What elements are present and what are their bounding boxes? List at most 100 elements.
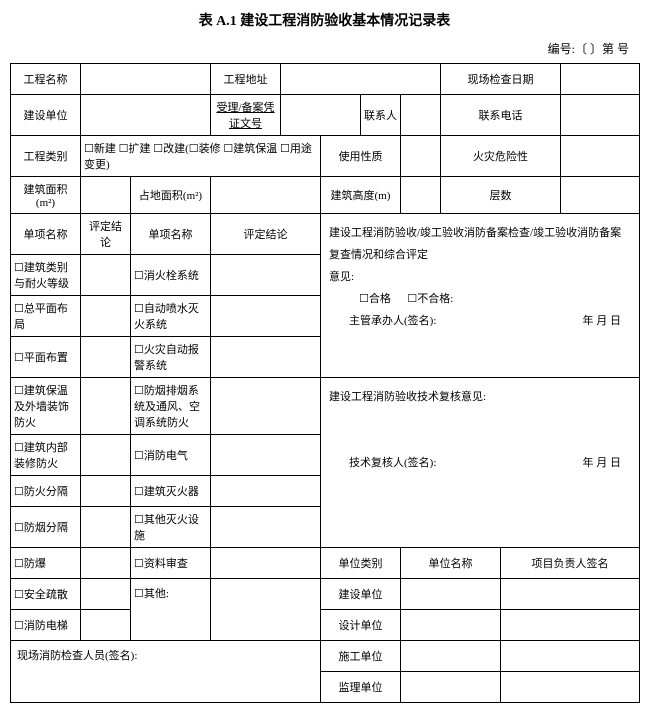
main-table: 工程名称 工程地址 现场检查日期 建设单位 受理/备案凭证文号 联系人 联系电话… <box>10 63 640 703</box>
units-r3: 施工单位 <box>321 641 401 672</box>
verdict-l-6[interactable] <box>81 476 131 507</box>
verdict-r-9[interactable] <box>211 579 321 641</box>
label-build-area: 建筑面积(m²) <box>11 177 81 214</box>
label-project-addr: 工程地址 <box>211 64 281 95</box>
field-project-name[interactable] <box>81 64 211 95</box>
label-item-name-2: 单项名称 <box>131 214 211 255</box>
checkbox-fail[interactable]: ☐不合格: <box>407 293 453 305</box>
verdict-l-5[interactable] <box>81 435 131 476</box>
field-contact[interactable] <box>401 95 441 136</box>
label-project-name: 工程名称 <box>11 64 81 95</box>
units-h1: 单位类别 <box>321 548 401 579</box>
label-verdict-2: 评定结论 <box>211 214 321 255</box>
units-r1-sign[interactable] <box>501 579 640 610</box>
label-verdict-1: 评定结论 <box>81 214 131 255</box>
units-r3-name[interactable] <box>401 641 501 672</box>
units-r3-sign[interactable] <box>501 641 640 672</box>
field-phone[interactable] <box>561 95 640 136</box>
item-l-10[interactable]: ☐消防电梯 <box>11 610 81 641</box>
verdict-l-4[interactable] <box>81 378 131 435</box>
opinion-label: 意见: <box>329 266 631 288</box>
item-l-1[interactable]: ☐建筑类别与耐火等级 <box>11 255 81 296</box>
item-l-7[interactable]: ☐防烟分隔 <box>11 507 81 548</box>
opinion-section: 建设工程消防验收/竣工验收消防备案检查/竣工验收消防备案复查情况和综合评定 意见… <box>321 214 640 378</box>
item-r-5[interactable]: ☐消防电气 <box>131 435 211 476</box>
handler-sign: 主管承办人(签名): <box>349 310 436 332</box>
units-r1-name[interactable] <box>401 579 501 610</box>
units-r2-name[interactable] <box>401 610 501 641</box>
checkbox-pass[interactable]: ☐合格 <box>359 293 391 305</box>
item-r-9[interactable]: ☐其他: <box>131 579 211 641</box>
units-r4-sign[interactable] <box>501 672 640 703</box>
units-r2: 设计单位 <box>321 610 401 641</box>
field-project-type-opts[interactable]: ☐新建 ☐扩建 ☐改建(☐装修 ☐建筑保温 ☐用途变更) <box>81 136 321 177</box>
item-r-1[interactable]: ☐消火栓系统 <box>131 255 211 296</box>
units-r1: 建设单位 <box>321 579 401 610</box>
verdict-r-1[interactable] <box>211 255 321 296</box>
units-r2-sign[interactable] <box>501 610 640 641</box>
field-fire-risk[interactable] <box>561 136 640 177</box>
label-build-unit: 建设单位 <box>11 95 81 136</box>
item-l-6[interactable]: ☐防火分隔 <box>11 476 81 507</box>
label-inspect-date: 现场检查日期 <box>441 64 561 95</box>
item-l-8[interactable]: ☐防爆 <box>11 548 81 579</box>
item-r-2[interactable]: ☐自动喷水灭火系统 <box>131 296 211 337</box>
verdict-r-6[interactable] <box>211 476 321 507</box>
verdict-r-3[interactable] <box>211 337 321 378</box>
label-height: 建筑高度(m) <box>321 177 401 214</box>
label-land-area: 占地面积(m²) <box>131 177 211 214</box>
verdict-l-9[interactable] <box>81 579 131 610</box>
verdict-r-4[interactable] <box>211 378 321 435</box>
item-l-5[interactable]: ☐建筑内部装修防火 <box>11 435 81 476</box>
item-r-8[interactable]: ☐资料审查 <box>131 548 211 579</box>
item-r-6[interactable]: ☐建筑灭火器 <box>131 476 211 507</box>
item-l-9[interactable]: ☐安全疏散 <box>11 579 81 610</box>
verdict-l-1[interactable] <box>81 255 131 296</box>
verdict-l-2[interactable] <box>81 296 131 337</box>
units-h2: 单位名称 <box>401 548 501 579</box>
label-use-nature: 使用性质 <box>321 136 401 177</box>
label-contact: 联系人 <box>361 95 401 136</box>
label-floors: 层数 <box>441 177 561 214</box>
field-project-addr[interactable] <box>281 64 441 95</box>
item-r-3[interactable]: ☐火灾自动报警系统 <box>131 337 211 378</box>
units-h3: 项目负责人签名 <box>501 548 640 579</box>
verdict-l-10[interactable] <box>81 610 131 641</box>
verdict-r-8[interactable] <box>211 548 321 579</box>
field-build-unit[interactable] <box>81 95 211 136</box>
handler-date: 年 月 日 <box>583 310 622 332</box>
units-r4: 监理单位 <box>321 672 401 703</box>
verdict-r-5[interactable] <box>211 435 321 476</box>
item-r-4[interactable]: ☐防烟排烟系统及通风、空调系统防火 <box>131 378 211 435</box>
reviewer-date: 年 月 日 <box>583 452 622 474</box>
opinion-header: 建设工程消防验收/竣工验收消防备案检查/竣工验收消防备案复查情况和综合评定 <box>329 222 631 266</box>
verdict-l-3[interactable] <box>81 337 131 378</box>
field-build-area[interactable] <box>81 177 131 214</box>
review-header: 建设工程消防验收技术复核意见: <box>329 386 631 408</box>
label-project-type: 工程类别 <box>11 136 81 177</box>
item-l-4[interactable]: ☐建筑保温及外墙装饰防火 <box>11 378 81 435</box>
field-land-area[interactable] <box>211 177 321 214</box>
field-height[interactable] <box>401 177 441 214</box>
item-r-7[interactable]: ☐其他灭火设施 <box>131 507 211 548</box>
label-item-name-1: 单项名称 <box>11 214 81 255</box>
verdict-r-2[interactable] <box>211 296 321 337</box>
item-l-3[interactable]: ☐平面布置 <box>11 337 81 378</box>
review-section: 建设工程消防验收技术复核意见: 技术复核人(签名): 年 月 日 <box>321 378 640 548</box>
label-fire-risk: 火灾危险性 <box>441 136 561 177</box>
field-accept-no[interactable] <box>281 95 361 136</box>
units-r4-name[interactable] <box>401 672 501 703</box>
inspector-sign[interactable]: 现场消防检查人员(签名): <box>11 641 321 703</box>
reviewer-sign: 技术复核人(签名): <box>349 452 436 474</box>
verdict-l-7[interactable] <box>81 507 131 548</box>
label-accept-no: 受理/备案凭证文号 <box>211 95 281 136</box>
verdict-r-7[interactable] <box>211 507 321 548</box>
verdict-l-8[interactable] <box>81 548 131 579</box>
page-title: 表 A.1 建设工程消防验收基本情况记录表 <box>10 10 639 30</box>
field-floors[interactable] <box>561 177 640 214</box>
field-use-nature[interactable] <box>401 136 441 177</box>
label-phone: 联系电话 <box>441 95 561 136</box>
field-inspect-date[interactable] <box>561 64 640 95</box>
item-l-2[interactable]: ☐总平面布局 <box>11 296 81 337</box>
serial-number: 编号:〔 〕第 号 <box>10 40 639 57</box>
